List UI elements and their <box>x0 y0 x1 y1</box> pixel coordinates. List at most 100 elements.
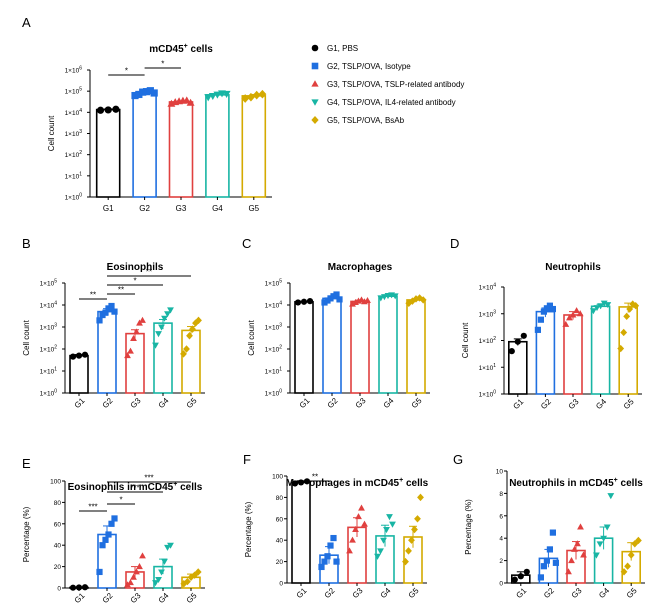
data-point <box>133 568 140 575</box>
significance-label: * <box>119 496 122 505</box>
bar-g2 <box>535 310 556 395</box>
y-tick-label: 1×104 <box>65 108 83 117</box>
x-tick-label: G1 <box>73 396 87 410</box>
x-tick-label: G2 <box>542 586 556 600</box>
y-tick-exponent: 3 <box>54 323 57 329</box>
y-axis-label: Percentage (%) <box>244 501 253 557</box>
chart-title-text: Neutrophils in mCD45 <box>509 478 614 489</box>
chart-title-text: mCD45 <box>149 44 184 55</box>
bar-g4 <box>205 94 230 198</box>
panel-label: B <box>22 236 31 251</box>
data-point <box>112 105 120 113</box>
x-tick-label: G1 <box>295 586 309 600</box>
data-point <box>374 553 381 560</box>
chart-title-suffix: cells <box>177 482 202 493</box>
data-point <box>537 316 544 323</box>
data-point <box>241 94 250 103</box>
y-tick-exponent: 4 <box>79 108 82 114</box>
panel-d: DNeutrophils1×1001×1011×1021×1031×104Cel… <box>450 236 642 411</box>
legend-marker-g4 <box>311 99 319 106</box>
significance-label: *** <box>144 474 153 483</box>
y-tick-exponent: 2 <box>493 336 496 342</box>
y-tick-label: 1×104 <box>265 301 283 310</box>
data-point <box>81 351 89 358</box>
y-tick-label: 1×103 <box>65 129 83 138</box>
y-tick-label: 0 <box>499 581 503 588</box>
y-tick-base: 1×10 <box>265 391 280 398</box>
y-axis-label: Percentage (%) <box>464 499 473 555</box>
y-tick-label: 1×104 <box>479 283 497 292</box>
data-point <box>127 579 134 586</box>
bar-g5 <box>406 299 426 394</box>
panel-b: BEosinophils1×1001×1011×1021×1031×1041×1… <box>22 236 205 410</box>
legend-entry-g2: G2, TSLP/OVA, Isotype <box>327 62 411 71</box>
y-tick-label: 100 <box>272 474 283 481</box>
data-point <box>534 326 541 333</box>
y-tick-value: 100 <box>50 479 61 486</box>
data-point <box>183 577 191 586</box>
data-point <box>597 303 605 310</box>
y-tick-value: 6 <box>499 513 503 520</box>
chart-title-text: Eosinophils <box>107 262 164 273</box>
data-point <box>349 536 356 543</box>
x-tick-label: G2 <box>101 396 115 410</box>
x-tick-label: G2 <box>139 204 150 213</box>
y-tick-label: 1×103 <box>479 309 497 318</box>
y-axis-label: Cell count <box>461 322 470 358</box>
panel-e: E Eosinophils in mCD45+ cells 0 20 40 60 80 100… <box>22 456 205 605</box>
y-tick-label: 100 <box>50 479 61 486</box>
y-tick-label: 1×100 <box>265 389 283 398</box>
data-point <box>508 348 515 355</box>
data-point <box>543 557 550 564</box>
legend: G1, PBS G2, TSLP/OVA, Isotype G3, TSLP/OVA… <box>311 44 464 125</box>
data-point <box>130 573 137 580</box>
x-tick-label: G1 <box>511 397 525 411</box>
data-point <box>607 493 615 500</box>
data-point <box>213 91 222 99</box>
data-point <box>361 520 368 527</box>
data-point <box>96 568 103 576</box>
data-point <box>546 546 553 553</box>
y-tick-exponent: 3 <box>279 323 282 329</box>
data-point <box>102 309 109 316</box>
data-point <box>183 345 190 353</box>
y-tick-label: 8 <box>499 491 503 498</box>
y-tick-label: 1×101 <box>65 171 83 180</box>
panel-c: CMacrophages1×1001×1011×1021×1031×1041×1… <box>242 236 430 410</box>
y-axis-label: Percentage (%) <box>22 506 31 562</box>
y-tick-exponent: 4 <box>279 301 282 307</box>
data-point <box>182 96 191 104</box>
y-tick-value: 4 <box>499 536 503 543</box>
x-tick-label: G4 <box>382 396 396 410</box>
data-point <box>549 305 556 313</box>
data-point <box>540 308 547 315</box>
data-point <box>405 299 413 307</box>
y-axis-label: Cell count <box>22 319 31 355</box>
data-point <box>158 569 165 576</box>
chart-title-superscript: + <box>173 481 177 488</box>
data-point <box>150 89 158 97</box>
data-point <box>604 302 612 309</box>
data-point <box>549 529 556 536</box>
x-tick-label: G5 <box>407 586 421 600</box>
x-tick-label: G5 <box>185 591 199 605</box>
y-tick-label: 1×100 <box>479 390 497 399</box>
x-tick-label: G2 <box>101 591 115 605</box>
legend-entry-g1: G1, PBS <box>327 44 358 53</box>
data-point <box>108 520 115 527</box>
x-tick-label: G1 <box>103 204 114 213</box>
data-point <box>142 88 151 96</box>
significance-label: ** <box>312 473 318 482</box>
x-tick-label: G3 <box>351 586 365 600</box>
x-tick-label: G5 <box>410 396 424 410</box>
data-point <box>124 581 131 588</box>
bar-g2 <box>97 310 117 394</box>
data-point <box>99 542 106 549</box>
y-tick-exponent: 1 <box>493 363 496 369</box>
data-point <box>412 295 420 303</box>
data-point <box>419 296 427 304</box>
data-point <box>408 536 415 544</box>
y-tick-label: 6 <box>499 513 503 520</box>
bar-g2 <box>132 92 157 198</box>
data-point <box>96 317 103 324</box>
